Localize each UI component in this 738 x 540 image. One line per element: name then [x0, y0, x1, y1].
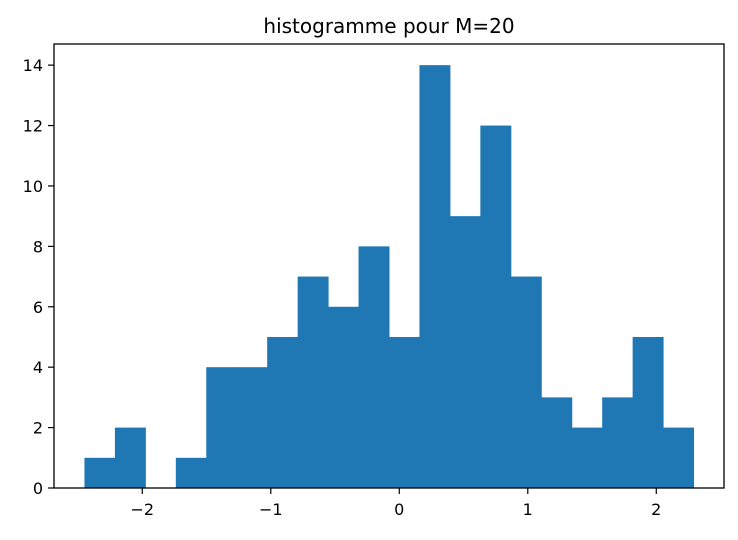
histogram-bar — [175, 457, 207, 488]
histogram-bar — [602, 397, 634, 488]
histogram-bar — [571, 427, 603, 488]
y-tick-label: 6 — [33, 298, 43, 317]
histogram-bar — [297, 276, 329, 488]
y-tick-label: 0 — [33, 479, 43, 498]
bars-group — [84, 65, 695, 489]
x-axis: −2 −1 0 1 2 — [130, 488, 661, 519]
y-tick-label: 14 — [23, 56, 43, 75]
x-tick-label: 1 — [523, 500, 533, 519]
y-tick-label: 12 — [23, 117, 43, 136]
y-tick-label: 10 — [23, 177, 43, 196]
histogram-bar — [206, 367, 238, 488]
histogram-bar — [328, 306, 360, 488]
histogram-bar — [480, 125, 512, 488]
histogram-bar — [236, 367, 268, 488]
histogram-bar — [267, 336, 299, 488]
histogram-bar — [541, 397, 573, 488]
y-tick-label: 8 — [33, 237, 43, 256]
x-tick-label: 0 — [394, 500, 404, 519]
y-tick-label: 4 — [33, 358, 43, 377]
histogram-bar — [632, 336, 664, 488]
histogram-bar — [358, 246, 390, 488]
y-axis: 0 2 4 6 8 10 12 14 — [23, 56, 54, 498]
y-tick-label: 2 — [33, 419, 43, 438]
histogram-bar — [114, 427, 146, 488]
histogram-bar — [84, 457, 116, 488]
histogram-bar — [419, 65, 451, 489]
plot-frame — [53, 43, 725, 489]
x-tick-label: 2 — [651, 500, 661, 519]
histogram-bar — [449, 216, 481, 488]
histogram-bar — [663, 427, 695, 488]
histogram-bar — [510, 276, 542, 488]
chart-title: histogramme pour M=20 — [263, 14, 514, 38]
histogram-bar — [389, 336, 420, 488]
x-tick-label: −1 — [259, 500, 283, 519]
x-tick-label: −2 — [130, 500, 154, 519]
